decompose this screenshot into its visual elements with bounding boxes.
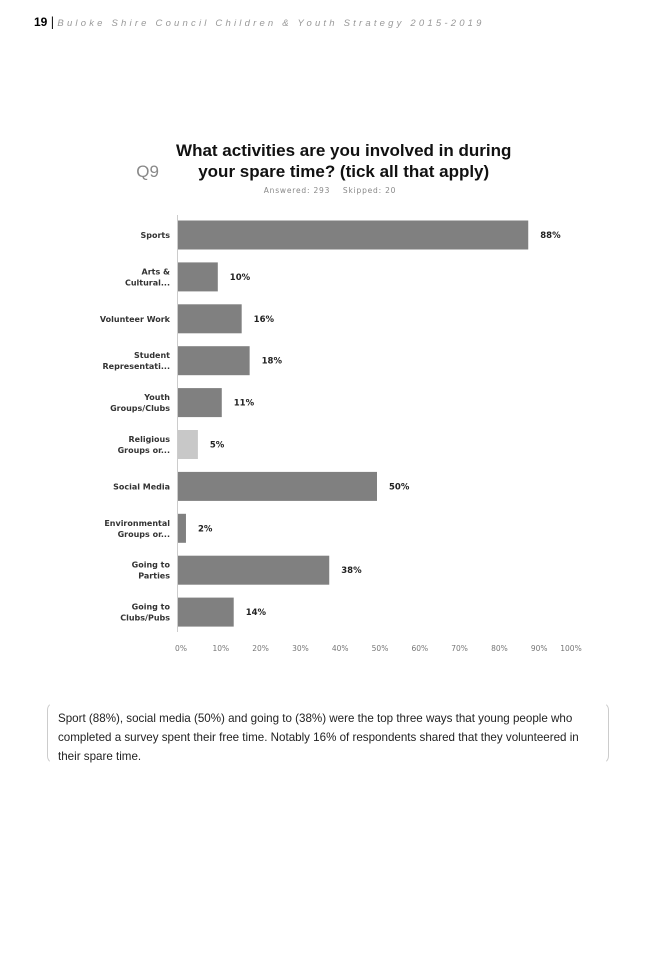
- x-tick-label: 80%: [491, 644, 508, 653]
- x-tick-label: 70%: [451, 644, 468, 653]
- chart-subtitle: Answered: 293 Skipped: 20: [263, 186, 397, 195]
- bar-7: [178, 513, 186, 543]
- data-label: 50%: [389, 482, 410, 492]
- question-text: What activities are you involved in duri…: [176, 141, 512, 181]
- bar-chart: 88% Sports 10% Arts & Cultural... 16% Voluntee…: [100, 215, 582, 653]
- bar-6: [178, 471, 377, 501]
- bar-1: [178, 262, 218, 292]
- bar-3: [178, 346, 250, 376]
- bar-2: [178, 304, 242, 334]
- category-label: Arts & Cultural...: [125, 267, 170, 287]
- category-label: Sports: [140, 231, 170, 240]
- page-header: 19 | Buloke Shire Council Children & Youth…: [34, 15, 485, 29]
- x-tick-label: 100%: [560, 644, 581, 653]
- data-label: 10%: [230, 273, 251, 283]
- chart-title: Q9 What activities are you involved in d…: [0, 140, 660, 182]
- x-tick-label: 50%: [372, 644, 389, 653]
- x-tick-label: 40%: [332, 644, 349, 653]
- category-label: Religious Groups or...: [118, 435, 171, 455]
- data-label: 5%: [210, 441, 225, 451]
- bar-8: [178, 555, 330, 585]
- x-tick-label: 90%: [531, 644, 548, 653]
- data-label: 18%: [262, 357, 283, 367]
- header-separator: |: [50, 15, 55, 29]
- data-label: 38%: [341, 566, 362, 576]
- data-label: 11%: [234, 399, 255, 409]
- x-tick-label: 10%: [212, 644, 229, 653]
- category-label: Environmental Groups or...: [104, 519, 170, 539]
- category-label: Going to Parties: [132, 561, 171, 581]
- summary-note: Sport (88%), social media (50%) and goin…: [47, 702, 609, 764]
- data-label: 88%: [540, 231, 561, 241]
- x-tick-label: 0%: [175, 644, 187, 653]
- document-title: Buloke Shire Council Children & Youth St…: [57, 18, 485, 29]
- bar-5: [178, 430, 198, 459]
- x-tick-label: 20%: [252, 644, 269, 653]
- data-label: 14%: [246, 608, 267, 618]
- question-number: Q9: [136, 162, 159, 181]
- data-label: 2%: [198, 524, 213, 534]
- bar-4: [178, 388, 222, 418]
- category-label: Volunteer Work: [100, 315, 171, 324]
- bar-0: [178, 220, 529, 250]
- category-label: Going to Clubs/Pubs: [120, 603, 170, 623]
- category-label: Youth Groups/Clubs: [110, 393, 170, 413]
- category-label: Social Media: [113, 482, 170, 491]
- x-tick-label: 30%: [292, 644, 309, 653]
- page-number: 19: [34, 15, 48, 29]
- category-label: Student Representati...: [103, 351, 171, 371]
- bar-9: [178, 597, 234, 627]
- data-label: 16%: [254, 315, 275, 325]
- x-tick-label: 60%: [411, 644, 428, 653]
